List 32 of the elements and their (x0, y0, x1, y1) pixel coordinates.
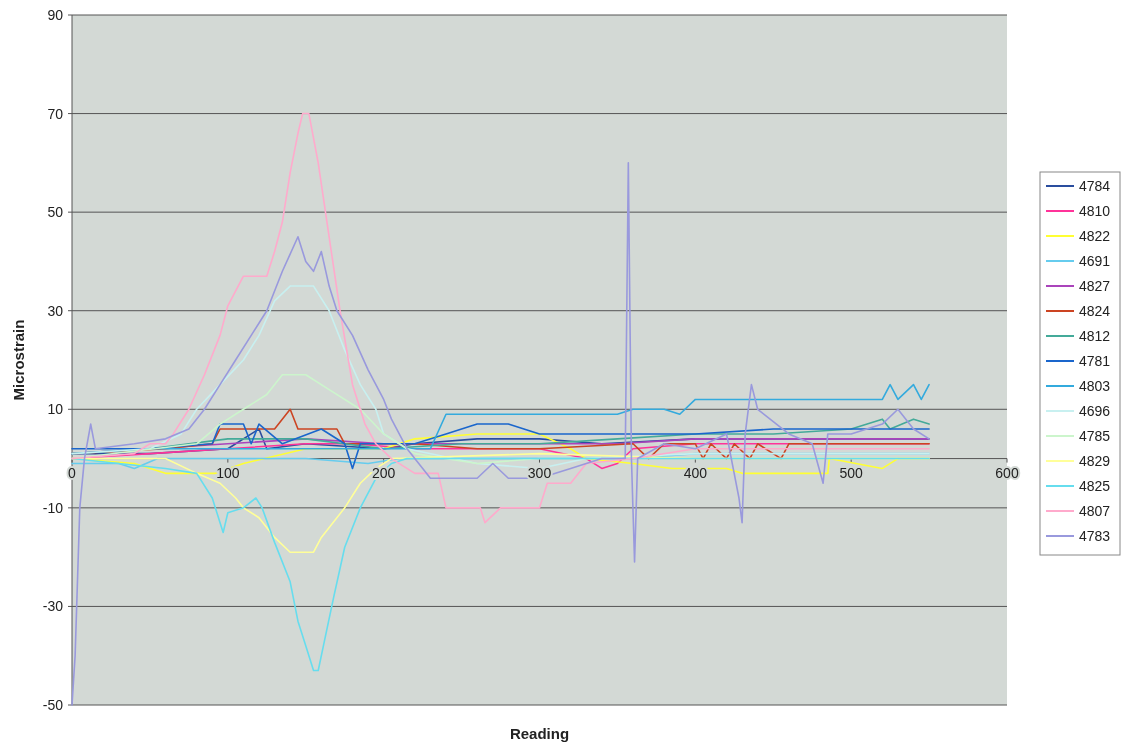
legend-label: 4822 (1079, 228, 1111, 244)
x-tick-label: 0 (68, 464, 77, 481)
legend-label: 4803 (1079, 378, 1111, 394)
legend-label: 4825 (1079, 478, 1111, 494)
x-tick-label: 200 (371, 464, 396, 481)
legend-label: 4807 (1079, 503, 1111, 519)
y-tick-label: 10 (47, 401, 64, 418)
y-tick-label: -30 (42, 598, 64, 615)
legend-label: 4812 (1079, 328, 1111, 344)
legend-label: 4691 (1079, 253, 1111, 269)
legend-label: 4827 (1079, 278, 1111, 294)
x-tick-label: 500 (839, 464, 864, 481)
y-tick-label: 90 (47, 7, 64, 23)
legend-label: 4785 (1079, 428, 1111, 444)
y-tick-label: 30 (47, 302, 64, 319)
x-tick-label: 300 (527, 464, 552, 481)
x-tick-label: 600 (995, 464, 1019, 481)
x-axis-title: Reading (509, 725, 570, 742)
legend-label: 4824 (1079, 303, 1111, 319)
y-tick-label: -10 (42, 499, 64, 516)
legend-label: 4829 (1079, 453, 1111, 469)
legend-label: 4810 (1079, 203, 1111, 219)
legend-label: 4783 (1079, 528, 1111, 544)
legend-label: 4781 (1079, 353, 1111, 369)
legend-label: 4784 (1079, 178, 1111, 194)
y-axis-title: Microstrain (10, 319, 27, 401)
x-tick-label: 400 (683, 464, 708, 481)
y-tick-label: 50 (47, 204, 64, 221)
y-tick-label: 70 (47, 105, 64, 122)
x-tick-label: 100 (216, 464, 240, 481)
legend-label: 4696 (1079, 403, 1111, 419)
y-tick-label: -50 (42, 697, 64, 713)
